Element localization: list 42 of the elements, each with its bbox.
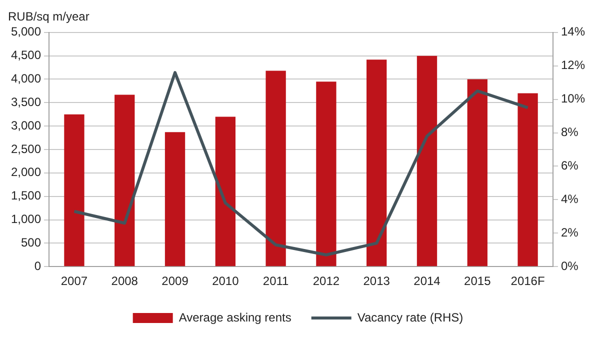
y-tick-label: 5,000 [11, 24, 42, 39]
x-tick-label: 2008 [111, 274, 138, 288]
y2-tick-label: 8% [560, 125, 579, 140]
x-tick-label: 2012 [312, 274, 340, 288]
y-tick-label: 2,000 [11, 165, 42, 180]
y-tick-label: 4,000 [11, 72, 42, 86]
y2-tick-label: 12% [560, 58, 586, 72]
bar [366, 60, 387, 266]
y-tick-label: 1,000 [11, 212, 42, 226]
x-tick-label: 2009 [162, 274, 189, 288]
y-tick-label: 500 [21, 235, 42, 250]
x-tick-label: 2016F [510, 274, 545, 288]
x-tick-label: 2010 [212, 274, 240, 288]
y-tick-label: 3,000 [11, 118, 42, 132]
bar [467, 79, 488, 266]
y-axis-title: RUB/sq m/year [8, 10, 90, 24]
y2-tick-label: 14% [560, 24, 586, 39]
y2-tick-label: 10% [560, 92, 586, 106]
y-tick-label: 2,500 [11, 142, 42, 156]
y-tick-label: 3,500 [11, 94, 42, 109]
x-tick-label: 2014 [414, 274, 441, 288]
bar [64, 114, 84, 266]
x-tick-label: 2013 [363, 274, 390, 288]
y-tick-label: 4,500 [11, 48, 42, 62]
bar [114, 94, 135, 266]
bar [518, 93, 538, 266]
y-tick-label: 0 [34, 258, 42, 273]
bar [164, 132, 186, 266]
x-tick-label: 2015 [464, 274, 492, 288]
y2-tick-label: 0% [560, 258, 579, 273]
x-tick-label: 2007 [60, 274, 88, 288]
bar [215, 116, 236, 266]
y-tick-label: 1,500 [11, 188, 42, 203]
bar [316, 82, 336, 266]
legend-label: Average asking rents [178, 310, 292, 324]
y2-tick-label: 6% [560, 158, 579, 173]
legend-label: Vacancy rate (RHS) [357, 310, 464, 324]
y2-tick-label: 2% [560, 225, 579, 240]
y2-tick-label: 4% [560, 192, 579, 206]
x-tick-label: 2011 [262, 274, 290, 288]
bar [266, 70, 286, 266]
bar [416, 56, 438, 266]
